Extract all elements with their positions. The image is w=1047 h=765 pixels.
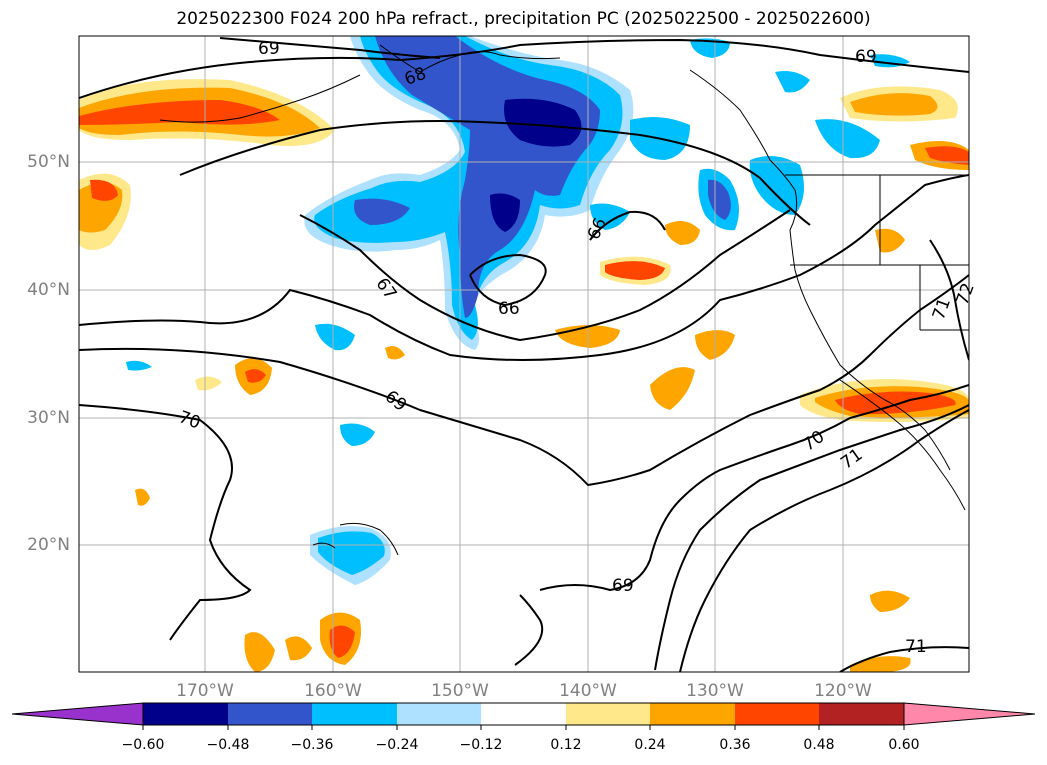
contour-label: 69 <box>258 39 280 59</box>
lat-label: 50°N <box>27 152 70 172</box>
colorbar-bin <box>143 703 228 725</box>
colorbar-tick-label: −0.24 <box>375 737 419 753</box>
refractivity-contours <box>79 37 969 672</box>
colorbar-tick-label: −0.60 <box>121 737 165 753</box>
colorbar-tick-label: 0.48 <box>803 737 835 753</box>
lat-label: 30°N <box>27 408 70 428</box>
colorbar-bin <box>819 703 904 725</box>
colorbar-tick-label: 0.36 <box>719 737 751 753</box>
colorbar-bin <box>312 703 397 725</box>
contour-label: 66 <box>498 299 520 319</box>
colorbar-tick-label: 0.12 <box>550 737 582 753</box>
contour-label: 69 <box>612 576 634 596</box>
graticule <box>79 36 969 672</box>
colorbar-low-extension <box>11 702 144 726</box>
map-frame <box>78 35 970 673</box>
lat-label: 20°N <box>27 535 70 555</box>
negative-precip-areas <box>126 36 910 585</box>
colorbar-tick-label: 0.24 <box>634 737 666 753</box>
contour-label: 69 <box>855 47 877 67</box>
colorbar-bin <box>228 703 312 725</box>
lon-label: 170°W <box>176 681 234 701</box>
colorbar-bin <box>735 703 819 725</box>
colorbar-tick-label: −0.48 <box>206 737 250 753</box>
colorbar-tick-label: −0.12 <box>459 737 503 753</box>
colorbar-bin <box>650 703 735 725</box>
contour-label: 71 <box>905 637 927 657</box>
lon-label: 160°W <box>304 681 362 701</box>
figure-title: 2025022300 F024 200 hPa refract., precip… <box>176 9 871 29</box>
lon-label: 130°W <box>686 681 744 701</box>
colorbar <box>11 702 1036 730</box>
lon-label: 150°W <box>431 681 489 701</box>
lat-label: 40°N <box>27 280 70 300</box>
lon-label: 120°W <box>814 681 872 701</box>
colorbar-bin <box>566 703 650 725</box>
lon-label: 140°W <box>559 681 617 701</box>
colorbar-bin <box>481 703 566 725</box>
colorbar-tick-label: 0.60 <box>888 737 920 753</box>
colorbar-bin <box>397 703 481 725</box>
colorbar-tick-label: −0.36 <box>290 737 334 753</box>
positive-precip-areas <box>79 79 969 672</box>
colorbar-high-extension <box>903 702 1036 726</box>
